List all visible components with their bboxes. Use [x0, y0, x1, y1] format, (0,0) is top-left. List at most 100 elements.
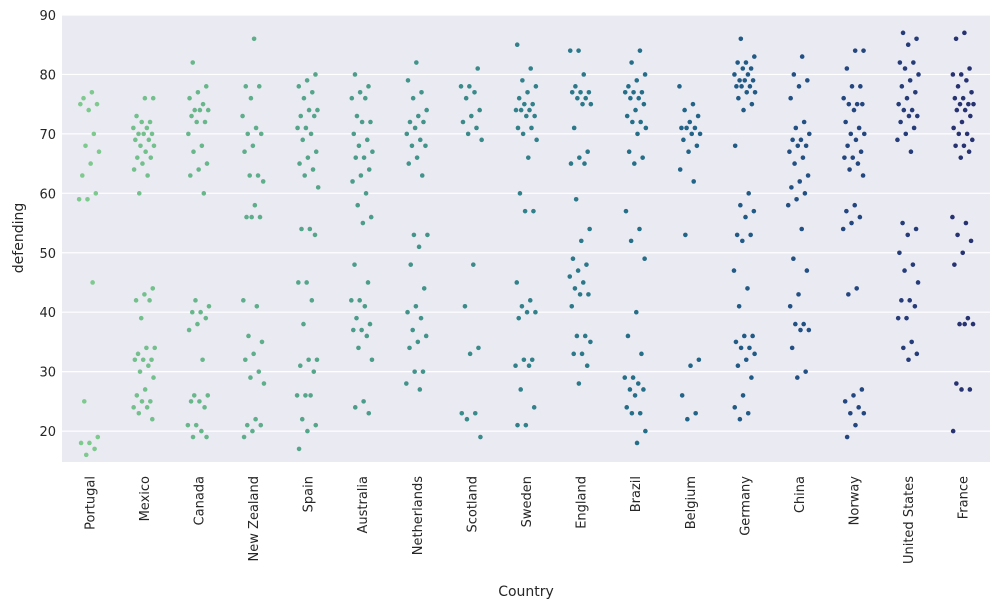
- point: [189, 309, 195, 315]
- point: [151, 375, 156, 380]
- point: [637, 48, 643, 53]
- point: [300, 137, 306, 143]
- point: [633, 309, 639, 315]
- point: [803, 143, 809, 149]
- point: [365, 280, 371, 285]
- point: [895, 315, 901, 321]
- point: [417, 387, 423, 392]
- point: [256, 84, 262, 89]
- point: [737, 78, 742, 83]
- point: [91, 131, 97, 137]
- point: [637, 410, 643, 416]
- point: [851, 393, 856, 398]
- point: [743, 214, 748, 220]
- point: [851, 107, 857, 113]
- point: [902, 66, 908, 71]
- point: [364, 333, 370, 339]
- point: [405, 78, 411, 83]
- point: [368, 214, 374, 220]
- point: [415, 339, 421, 345]
- point: [735, 363, 741, 369]
- point: [352, 72, 358, 77]
- point: [198, 309, 203, 315]
- point: [349, 298, 354, 303]
- point: [133, 298, 139, 303]
- point: [632, 161, 637, 166]
- point: [803, 369, 808, 374]
- point: [579, 238, 584, 244]
- point: [677, 167, 683, 172]
- point: [134, 155, 140, 160]
- point: [478, 434, 483, 440]
- point: [243, 357, 248, 363]
- point: [296, 84, 302, 89]
- point: [194, 119, 199, 125]
- point: [643, 428, 648, 434]
- point: [364, 137, 370, 143]
- point: [142, 292, 147, 297]
- point: [352, 262, 357, 267]
- point: [524, 113, 529, 119]
- point: [630, 375, 636, 380]
- point: [202, 119, 208, 125]
- point: [733, 339, 739, 345]
- point: [534, 137, 539, 143]
- point: [964, 131, 970, 137]
- point: [626, 84, 631, 89]
- point: [133, 137, 138, 143]
- point: [732, 405, 738, 410]
- point: [801, 321, 806, 327]
- point: [953, 36, 959, 42]
- point: [734, 232, 740, 238]
- point: [685, 416, 690, 422]
- point: [145, 173, 150, 178]
- point: [357, 298, 362, 303]
- point: [410, 327, 415, 333]
- point: [750, 78, 756, 83]
- point: [522, 208, 528, 214]
- point: [575, 95, 580, 101]
- point: [421, 119, 426, 125]
- point: [407, 345, 412, 351]
- point: [138, 143, 143, 149]
- point: [630, 119, 635, 125]
- point: [311, 113, 317, 119]
- point: [356, 143, 362, 149]
- point: [958, 72, 964, 77]
- point: [853, 422, 858, 428]
- point: [739, 84, 744, 89]
- point: [514, 280, 520, 285]
- point: [533, 84, 539, 89]
- point: [633, 107, 638, 113]
- point: [204, 161, 210, 166]
- point: [914, 113, 920, 119]
- point: [969, 89, 974, 95]
- x-tick-label: Australia: [356, 476, 371, 534]
- point: [88, 161, 93, 166]
- point: [858, 149, 864, 155]
- point: [956, 131, 962, 137]
- point: [950, 428, 956, 434]
- point: [360, 220, 366, 226]
- point: [296, 446, 302, 452]
- point: [896, 101, 901, 107]
- point: [731, 268, 737, 273]
- point: [186, 327, 192, 333]
- point: [632, 393, 638, 398]
- point: [842, 155, 847, 160]
- point: [913, 89, 918, 95]
- point: [313, 149, 319, 155]
- point: [738, 202, 743, 208]
- point: [584, 363, 590, 369]
- point: [349, 95, 355, 101]
- point: [950, 214, 955, 220]
- point: [798, 137, 804, 143]
- point: [475, 66, 481, 71]
- point: [515, 125, 521, 131]
- point: [904, 95, 910, 101]
- point: [914, 36, 919, 42]
- point: [966, 101, 971, 107]
- point: [80, 173, 85, 178]
- point: [205, 393, 211, 398]
- point: [354, 113, 360, 119]
